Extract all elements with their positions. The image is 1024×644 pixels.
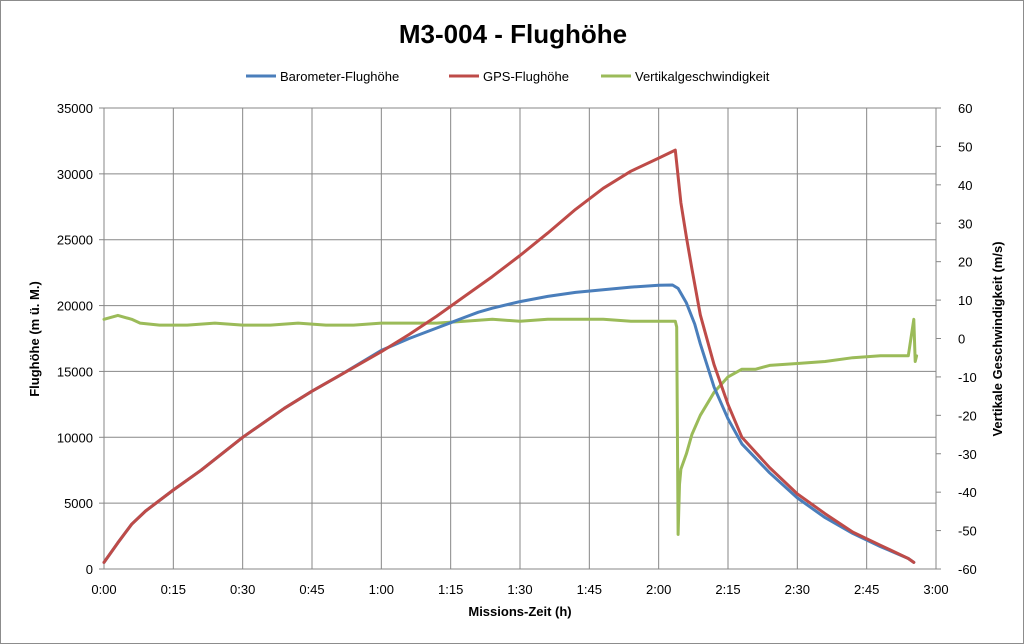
x-axis-title: Missions-Zeit (h): [468, 604, 571, 619]
chart-title: M3-004 - Flughöhe: [399, 19, 627, 49]
x-tick-label: 1:00: [369, 582, 394, 597]
y2-tick-label: 50: [958, 139, 972, 154]
y2-tick-label: -60: [958, 562, 977, 577]
x-tick-label: 0:15: [161, 582, 186, 597]
x-tick-label: 2:30: [785, 582, 810, 597]
y2-tick-label: 60: [958, 101, 972, 116]
x-tick-label: 0:45: [299, 582, 324, 597]
plot-area-border: [103, 107, 937, 570]
x-tick-label: 2:00: [646, 582, 671, 597]
plot-grid: [103, 107, 937, 570]
y2-axis-title: Vertikale Geschwindigkeit (m/s): [990, 241, 1005, 436]
y2-tick-label: 10: [958, 293, 972, 308]
series-layer: [102, 148, 919, 564]
y-tick-label: 25000: [57, 233, 93, 248]
legend: Barometer-Flughöhe GPS-Flughöhe Vertikalge…: [246, 69, 770, 84]
x-tick-label: 1:45: [577, 582, 602, 597]
series-line-2: [102, 148, 916, 564]
series-line-1: [102, 283, 916, 564]
y-tick-label: 35000: [57, 101, 93, 116]
x-tick-label: 2:45: [854, 582, 879, 597]
y2-tick-label: -30: [958, 447, 977, 462]
y2-tick-label: 30: [958, 216, 972, 231]
x-tick-label: 1:30: [507, 582, 532, 597]
y2-tick-label: 20: [958, 255, 972, 270]
series-line-3: [102, 313, 919, 536]
y-tick-label: 10000: [57, 430, 93, 445]
legend-label: Vertikalgeschwindigkeit: [635, 69, 770, 84]
y2-tick-label: -40: [958, 485, 977, 500]
x-tick-label: 0:00: [91, 582, 116, 597]
y-axis-title: Flughöhe (m ü. M.): [27, 281, 42, 397]
legend-label: GPS-Flughöhe: [483, 69, 569, 84]
axes: 0:00 0:15 0:30 0:45 1:00 1:15 1:30 1:45 2:00 2:15…: [57, 101, 977, 597]
x-tick-label: 2:15: [715, 582, 740, 597]
y-tick-label: 20000: [57, 299, 93, 314]
y2-tick-label: 40: [958, 178, 972, 193]
x-tick-label: 1:15: [438, 582, 463, 597]
y-tick-label: 0: [86, 562, 93, 577]
x-tick-label: 0:30: [230, 582, 255, 597]
y2-tick-label: 0: [958, 332, 965, 347]
y-tick-label: 30000: [57, 167, 93, 182]
x-tick-label: 3:00: [923, 582, 948, 597]
legend-label: Barometer-Flughöhe: [280, 69, 399, 84]
y2-tick-label: -50: [958, 524, 977, 539]
y-tick-label: 15000: [57, 364, 93, 379]
y2-tick-label: -20: [958, 408, 977, 423]
y2-tick-label: -10: [958, 370, 977, 385]
y-tick-label: 5000: [64, 496, 93, 511]
